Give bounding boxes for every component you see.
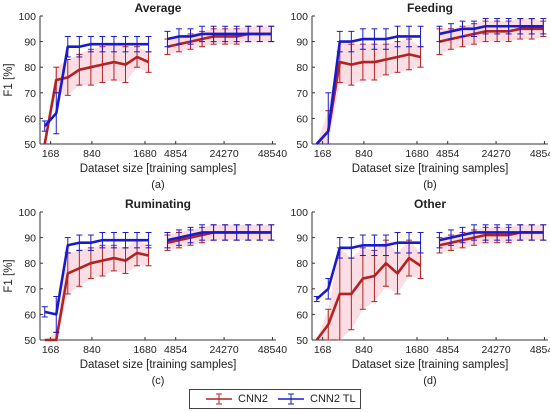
y-tick-label: 50 [296,139,308,151]
x-tick-label: 1680 [405,344,429,356]
x-tick-label: 4854 [164,148,188,160]
x-tick-label: 840 [355,148,373,160]
y-tick-label: 100 [18,11,36,23]
y-tick-label: 60 [24,113,36,125]
y-tick-label: 70 [24,284,36,296]
y-tick-label: 60 [24,309,36,321]
y-tick-label: 80 [296,258,308,270]
std-band-right [167,26,272,55]
panel-label: (a) [151,179,164,191]
panel-label: (d) [423,375,436,387]
y-tick-label: 70 [24,88,36,100]
y-tick-label: 90 [24,233,36,245]
x-tick-label: 48540 [530,344,550,356]
x-tick-label: 4854 [436,148,460,160]
legend-swatch-cnn2 [206,393,232,405]
x-tick-label: 48540 [258,148,287,160]
x-axis-label: Dataset size [training samples] [80,359,237,371]
x-tick-label: 1680 [133,148,157,160]
x-axis-label: Dataset size [training samples] [352,163,509,175]
std-band-left [316,39,421,144]
y-tick-label: 90 [24,37,36,49]
y-tick-label: 70 [296,88,308,100]
series-line-cnn2-tl-left [44,238,149,316]
y-tick-label: 100 [18,207,36,219]
panel-title: Average [135,1,182,15]
panel-title: Other [414,197,446,211]
series-line-cnn2-tl-right [167,32,272,41]
y-tick-label: 60 [296,113,308,125]
legend-swatch-cnn2-tl [278,393,304,405]
x-tick-label: 840 [355,344,373,356]
panel-average: 50 60 70 80 90 100 168 840 1680 4854 24270 48540 Ave… [3,1,287,191]
std-band-left [44,240,149,340]
legend-label-cnn2-tl: CNN2 TL [310,393,356,405]
series-line-cnn2-left [315,53,421,145]
y-tick-label: 90 [296,233,308,245]
x-tick-label: 24270 [481,344,510,356]
legend-label-cnn2: CNN2 [238,393,268,405]
x-tick-label: 48540 [258,344,287,356]
y-tick-label: 90 [296,37,308,49]
y-tick-label: 70 [296,284,308,296]
series-line-cnn2-tl-right [439,24,544,36]
y-tick-label: 80 [24,62,36,74]
x-tick-label: 168 [314,148,332,160]
panel-label: (b) [423,179,436,191]
y-tick-label: 80 [296,62,308,74]
x-axis-label: Dataset size [training samples] [80,163,237,175]
std-band-left [44,44,149,144]
y-axis-label: F1 [%] [3,63,15,96]
x-tick-label: 840 [83,344,101,356]
series-line-cnn2-left [44,251,149,342]
x-tick-label: 24270 [209,344,238,356]
panel-feeding: 50 60 70 80 90 100 168 840 1680 4854 24270 48540 Fee… [290,1,550,191]
y-tick-label: 100 [290,11,308,23]
y-tick-label: 50 [24,139,36,151]
series-line-cnn2-left [315,256,422,341]
series-line-cnn2-tl-right [167,231,272,242]
x-tick-label: 168 [42,148,60,160]
panel-ruminating: 50 60 70 80 90 100 168 840 1680 4854 24270 48540 Rum… [3,197,287,387]
series-line-cnn2-tl-left [315,35,421,145]
std-band-right [439,224,544,253]
x-tick-label: 48540 [530,148,550,160]
x-tick-label: 1680 [133,344,157,356]
legend-item-cnn2-tl: CNN2 TL [276,392,356,406]
std-band-left [316,240,421,340]
y-tick-label: 60 [296,309,308,321]
x-tick-label: 840 [83,148,101,160]
legend-item-cnn2: CNN2 [204,392,268,406]
y-tick-label: 50 [296,335,308,347]
y-tick-label: 50 [24,335,36,347]
panel-label: (c) [152,375,165,387]
x-tick-label: 168 [42,344,60,356]
x-tick-label: 4854 [436,344,460,356]
legend: CNN2 CNN2 TL [189,389,361,409]
series-line-cnn2-tl-right [439,231,544,242]
panel-title: Ruminating [125,197,191,211]
x-tick-label: 4854 [164,344,188,356]
y-tick-label: 100 [290,207,308,219]
x-tick-label: 24270 [209,148,238,160]
x-tick-label: 24270 [481,148,510,160]
y-tick-label: 80 [24,258,36,270]
panel-title: Feeding [407,1,453,15]
std-band-right [439,18,544,55]
series-line-cnn2-tl-left [43,42,149,127]
x-axis-label: Dataset size [training samples] [352,359,509,371]
series-line-cnn2-right [439,27,544,43]
x-tick-label: 168 [314,344,332,356]
x-tick-label: 1680 [405,148,429,160]
panel-other: 50 60 70 80 90 100 168 840 1680 4854 24270 48540 Oth… [290,197,550,387]
series-line-cnn2-tl-left [315,241,421,301]
y-axis-label: F1 [%] [3,259,15,292]
